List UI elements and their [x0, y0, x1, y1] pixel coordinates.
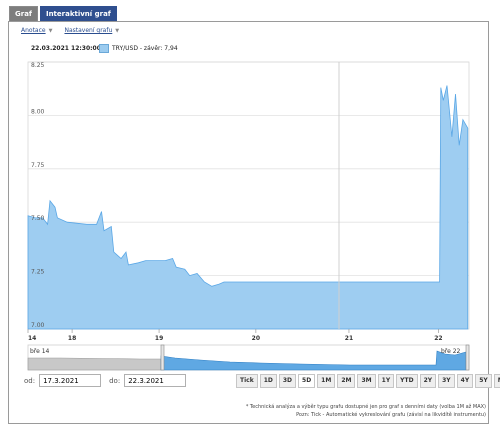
navigator[interactable]: bře 14 bře 22	[27, 344, 470, 371]
hover-timestamp: 22.03.2021 12:30:00	[31, 45, 101, 52]
tab-strip: Graf Interaktivní graf	[9, 6, 117, 22]
navigator-right-handle[interactable]	[465, 344, 470, 371]
x-tick-label: 14	[28, 335, 36, 342]
footnote-technical: * Technická analýza a výběr typu grafu d…	[245, 404, 486, 410]
range-button-4y[interactable]: 4Y	[456, 374, 474, 388]
navigator-selected	[160, 350, 467, 371]
y-tick-label: 7.25	[31, 269, 45, 276]
x-tick-label: 19	[155, 335, 163, 342]
x-tick-label: 20	[252, 335, 260, 342]
y-axis-labels: 8.25 8.00 7.75 7.50 7.25 7.00	[31, 62, 45, 329]
to-date-input[interactable]	[124, 374, 187, 387]
footnotes: * Technická analýza a výběr typu grafu d…	[246, 403, 486, 419]
from-date-input[interactable]	[39, 374, 102, 387]
chevron-down-icon: ▼	[115, 28, 120, 34]
legend-swatch	[99, 44, 109, 53]
range-button-3m[interactable]: 3M	[357, 374, 376, 388]
navigator-start-label: bře 14	[30, 348, 50, 355]
chart-menu: Anotace ▼ Nastavení grafu ▼	[21, 27, 119, 34]
tab-interactive-graf[interactable]: Interaktivní graf	[39, 6, 117, 22]
date-range: od: do:	[24, 374, 187, 387]
range-button-1y[interactable]: 1Y	[377, 374, 395, 388]
range-button-max[interactable]: Max	[493, 374, 500, 388]
annotations-link[interactable]: Anotace	[21, 27, 46, 34]
navigator-history	[27, 357, 162, 371]
annotations-menu[interactable]: Anotace ▼	[21, 27, 52, 34]
settings-link[interactable]: Nastavení grafu	[64, 27, 113, 34]
x-tick-label: 21	[345, 335, 353, 342]
navigator-end-label: bře 22	[441, 348, 461, 355]
y-tick-label: 7.75	[31, 162, 45, 169]
range-button-2y[interactable]: 2Y	[419, 374, 437, 388]
x-tick-label: 22	[434, 335, 442, 342]
settings-menu[interactable]: Nastavení grafu ▼	[64, 27, 119, 34]
range-button-3d[interactable]: 3D	[278, 374, 297, 388]
chevron-down-icon: ▼	[48, 28, 53, 34]
range-button-ytd[interactable]: YTD	[396, 374, 418, 388]
range-button-2m[interactable]: 2M	[337, 374, 356, 388]
price-area	[27, 85, 469, 330]
range-button-5d[interactable]: 5D	[298, 374, 316, 388]
navigator-left-handle[interactable]	[160, 344, 165, 371]
legend[interactable]: TRY/USD - závěr: 7,94	[99, 44, 178, 53]
x-tick-label: 18	[68, 335, 76, 342]
legend-label: TRY/USD - závěr: 7,94	[112, 45, 178, 52]
range-selector: Tick1D3D5D1M2M3M1YYTD2Y3Y4Y5YMax	[236, 374, 500, 388]
range-button-tick[interactable]: Tick	[236, 374, 258, 388]
footnote-tick: Pozn: Tick - Automatické vykreslování gr…	[296, 412, 486, 418]
from-label: od:	[24, 376, 36, 385]
y-tick-label: 8.25	[31, 62, 45, 69]
range-button-3y[interactable]: 3Y	[438, 374, 455, 388]
x-axis-labels: 14 18 19 20 21 22	[27, 329, 443, 342]
range-button-5y[interactable]: 5Y	[475, 374, 492, 388]
range-button-1d[interactable]: 1D	[259, 374, 277, 388]
y-tick-label: 7.00	[31, 322, 45, 329]
y-tick-label: 7.50	[31, 215, 45, 222]
to-label: do:	[109, 376, 121, 385]
range-button-1m[interactable]: 1M	[317, 374, 336, 388]
tab-graf[interactable]: Graf	[9, 6, 38, 22]
y-tick-label: 8.00	[31, 108, 45, 115]
